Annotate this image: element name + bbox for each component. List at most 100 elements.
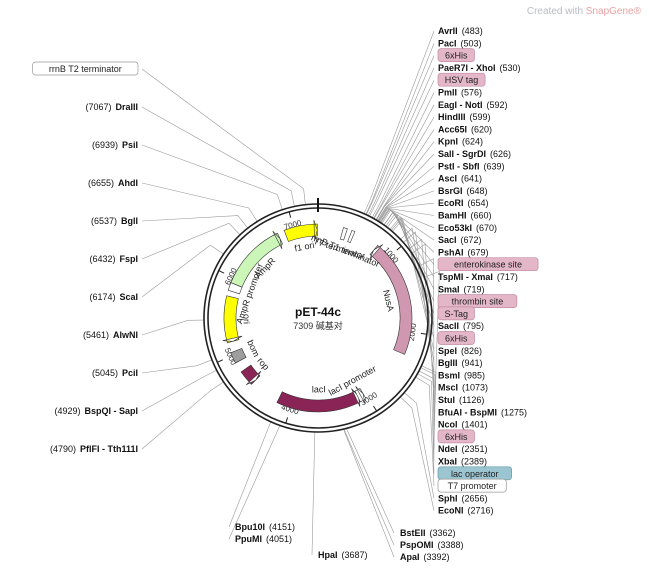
- site-sali-sgrdi[interactable]: SalI - SgrDI (626): [438, 149, 511, 159]
- feature-tag-box: [437, 294, 518, 308]
- site-econi[interactable]: EcoNI (2716): [438, 506, 494, 516]
- leader-line: [365, 43, 435, 215]
- site-position: (648): [467, 186, 488, 196]
- site-avrii[interactable]: AvrII (483): [438, 26, 483, 36]
- feature-ori[interactable]: [222, 295, 243, 344]
- feature-rop[interactable]: [240, 364, 262, 386]
- site-position: (2656): [462, 493, 488, 503]
- site-position: (3362): [430, 528, 456, 538]
- site-msci[interactable]: MscI (1073): [438, 383, 488, 393]
- site-bsmi[interactable]: BsmI (985): [438, 370, 485, 380]
- leader-line: [380, 208, 435, 241]
- site-bglii[interactable]: BglII (941): [438, 358, 483, 368]
- site-position: (624): [462, 137, 483, 147]
- site-position: (1126): [459, 395, 484, 405]
- site-eagi-noti[interactable]: EagI - NotI (592): [438, 100, 508, 110]
- site-bsrgi[interactable]: BsrGI (648): [438, 186, 488, 196]
- site-eco53ki[interactable]: Eco53kI (670): [438, 223, 497, 233]
- site-pshai[interactable]: PshAI (679): [438, 247, 489, 257]
- leader-line: [375, 129, 435, 220]
- site-sacii[interactable]: SacII (795): [438, 321, 484, 331]
- site-sphi[interactable]: SphI (2656): [438, 493, 488, 503]
- site-name: PflFI - Tth111I: [80, 444, 138, 454]
- tick-mark: [218, 270, 225, 274]
- site-position: (4790): [50, 444, 76, 454]
- site-name: PspOMI: [400, 540, 434, 550]
- site-name: NdeI: [438, 444, 458, 454]
- site-draiii[interactable]: (7067) DraIII: [85, 102, 138, 112]
- feature-laci-promoter[interactable]: [354, 386, 367, 405]
- feature-laci[interactable]: [276, 388, 362, 413]
- site-bpu10i[interactable]: Bpu10I (4151): [235, 522, 295, 532]
- site-position: (719): [464, 284, 485, 294]
- site-smai[interactable]: SmaI (719): [438, 284, 485, 294]
- feature-f1-ori[interactable]: [283, 219, 318, 242]
- feature-nusa[interactable]: [369, 244, 413, 355]
- feature-ampr[interactable]: [230, 230, 284, 288]
- feature-tag-6xhis[interactable]: 6xHis: [445, 334, 468, 344]
- site-pmli[interactable]: PmlI (576): [438, 88, 482, 98]
- feature-ampr-promoter[interactable]: [227, 282, 243, 295]
- site-ahdi[interactable]: (6655) AhdI: [88, 178, 138, 188]
- feature-tag-rrnb-t2-terminator[interactable]: rrnB T2 terminator: [49, 64, 122, 74]
- feature-rrnb-t1-terminator[interactable]: [347, 229, 356, 243]
- site-paci[interactable]: PacI (503): [438, 38, 482, 48]
- site-position: (483): [462, 26, 483, 36]
- leader-line: [380, 209, 435, 253]
- feature-tag-s-tag[interactable]: S-Tag: [444, 309, 468, 319]
- feature-tag-t7-promoter[interactable]: T7 promoter: [448, 481, 497, 491]
- site-bspqi-sapi[interactable]: (4929) BspQI - SapI: [54, 406, 138, 416]
- site-paer7i-xhoi[interactable]: PaeR7I - XhoI (530): [438, 63, 521, 73]
- site-ppumi[interactable]: PpuMI (4051): [235, 534, 292, 544]
- site-position: (1401): [462, 420, 488, 430]
- site-position: (2351): [462, 444, 488, 454]
- site-stui[interactable]: StuI (1126): [438, 395, 484, 405]
- site-position: (639): [484, 161, 505, 171]
- site-ecori[interactable]: EcoRI (654): [438, 198, 489, 208]
- site-bamhi[interactable]: BamHI (660): [438, 211, 492, 221]
- site-scai[interactable]: (6174) ScaI: [89, 292, 138, 302]
- site-xbai[interactable]: XbaI (2389): [438, 457, 487, 467]
- site-tspmi-xmai[interactable]: TspMI - XmaI (717): [438, 272, 518, 282]
- site-fspi[interactable]: (6432) FspI: [89, 254, 138, 264]
- feature-t7-terminator[interactable]: [339, 227, 348, 241]
- site-position: (576): [461, 88, 482, 98]
- site-pflfi-tth111i[interactable]: (4790) PflFI - Tth111I: [50, 444, 138, 454]
- site-bgli[interactable]: (6537) BglI: [91, 216, 138, 226]
- site-psti-sbfi[interactable]: PstI - SbfI (639): [438, 161, 505, 171]
- leader-line: [383, 211, 435, 290]
- feature-tag-lac-operator[interactable]: lac operator: [451, 469, 499, 479]
- site-asci[interactable]: AscI (641): [438, 174, 482, 184]
- site-acc65i[interactable]: Acc65I (620): [438, 124, 492, 134]
- site-name: HindIII: [438, 112, 466, 122]
- feature-tag-thrombin-site[interactable]: thrombin site: [452, 297, 504, 307]
- leader-line: [417, 373, 435, 474]
- site-alwni[interactable]: (5461) AlwNI: [83, 330, 138, 340]
- site-hindiii[interactable]: HindIII (599): [438, 112, 491, 122]
- site-spei[interactable]: SpeI (826): [438, 346, 482, 356]
- site-ncoi[interactable]: NcoI (1401): [438, 420, 488, 430]
- site-pcii[interactable]: (5045) PciI: [92, 368, 138, 378]
- site-saci[interactable]: SacI (672): [438, 235, 482, 245]
- site-bfuai-bspmi[interactable]: BfuAI - BspMI (1275): [438, 407, 527, 417]
- feature-tag-6xhis[interactable]: 6xHis: [445, 432, 468, 442]
- site-apai[interactable]: ApaI (3392): [400, 552, 450, 562]
- site-kpni[interactable]: KpnI (624): [438, 137, 483, 147]
- site-position: (6537): [91, 216, 117, 226]
- site-ndei[interactable]: NdeI (2351): [438, 444, 488, 454]
- tick-mark: [420, 332, 427, 335]
- feature-tag-6xhis[interactable]: 6xHis: [445, 51, 468, 61]
- leader-line: [381, 209, 435, 265]
- leader-line: [373, 104, 435, 219]
- site-psii[interactable]: (6939) PsiI: [92, 140, 138, 150]
- feature-tag-hsv-tag[interactable]: HSV tag: [445, 75, 479, 85]
- site-pspomi[interactable]: PspOMI (3388): [400, 540, 464, 550]
- feature-tag-box: [437, 257, 539, 272]
- feature-bom[interactable]: [230, 348, 247, 364]
- site-position: (1275): [501, 407, 527, 417]
- site-hpai[interactable]: HpaI (3687): [318, 550, 368, 560]
- site-bsteii[interactable]: BstEII (3362): [400, 528, 456, 538]
- feature-tag-enterokinase-site[interactable]: enterokinase site: [454, 260, 522, 270]
- site-position: (941): [462, 358, 483, 368]
